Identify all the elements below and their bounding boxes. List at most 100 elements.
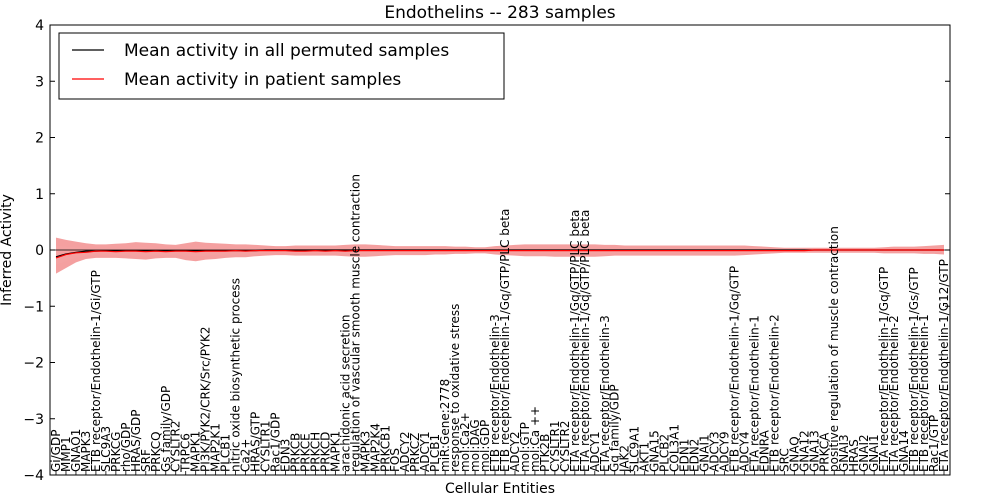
series-lines bbox=[55, 249, 944, 259]
x-tick-label: ADCY2 bbox=[398, 431, 412, 472]
x-tick-label: rho/GDP bbox=[119, 423, 133, 473]
y-tick-label: −3 bbox=[23, 412, 44, 428]
x-tick-label: Gs family/GDP bbox=[159, 386, 173, 472]
x-tick-label: ETA receptor/Endothelin-1/Gq/GTP/PLC bet… bbox=[578, 210, 592, 472]
x-tick-label: regulation of vascular smooth muscle con… bbox=[348, 174, 362, 472]
series-line-patient bbox=[55, 249, 944, 259]
x-tick-label: ETB receptor/Endothelin-1/Gs/GTP bbox=[907, 267, 921, 472]
x-tick-label: nitric oxide biosynthetic process bbox=[229, 278, 243, 472]
x-tick-label: mol:Ca ++ bbox=[528, 406, 542, 472]
x-tick-label: COL3A1 bbox=[668, 424, 682, 472]
x-tick-label: ETA receptor/Endothelin-1/Gq/GTP/PLC bet… bbox=[568, 210, 582, 472]
x-tick-label: arachidonic acid secretion bbox=[338, 315, 352, 472]
x-tick-label: ADCY1 bbox=[418, 431, 432, 472]
x-tick-label: positive regulation of muscle contractio… bbox=[827, 226, 841, 472]
x-tick-label: ETB receptor/Endothelin-2 bbox=[767, 314, 781, 472]
x-tick-label: Ca2+ bbox=[239, 439, 253, 472]
y-tick-label: 4 bbox=[35, 18, 44, 34]
x-tick-label: PRKCA bbox=[817, 432, 831, 472]
x-tick-label: CYSLTR1 bbox=[259, 421, 273, 472]
x-tick-label: ETA receptor/Endothelin-1 bbox=[747, 315, 761, 472]
x-tick-label: HRAS/GDP bbox=[129, 409, 143, 472]
x-tick-label: CYSLTR1 bbox=[548, 421, 562, 472]
x-tick-label: PLCB1 bbox=[428, 434, 442, 472]
x-tick-label: EDNRA bbox=[757, 429, 771, 472]
y-tick-label: 0 bbox=[35, 243, 44, 259]
x-tick-label: PTK2B bbox=[538, 434, 552, 472]
x-tick-label: MAPK1 bbox=[189, 431, 203, 472]
legend-box bbox=[58, 32, 505, 100]
x-tick-label: miR:Gene:2778 bbox=[438, 379, 452, 472]
x-tick-label: JAK2 bbox=[618, 445, 632, 473]
y-axis-label: Inferred Activity bbox=[0, 194, 15, 306]
y-tick-label: −1 bbox=[23, 299, 44, 315]
x-tick-label: ADCY2 bbox=[508, 431, 522, 472]
x-tick-label: MAP2K4 bbox=[368, 423, 382, 472]
x-tick-label: ETB receptor/Endothelin-1/Gq/GTP/PLC bet… bbox=[498, 209, 512, 472]
x-tick-label: mol:DAG bbox=[468, 419, 482, 472]
x-tick-label: response to oxidative stress bbox=[448, 304, 462, 472]
chart-title: Endothelins -- 283 samples bbox=[384, 3, 615, 23]
x-tick-label: mol:Ca2+ bbox=[458, 412, 472, 472]
legend: Mean activity in all permuted samples Me… bbox=[58, 32, 505, 100]
x-tick-label: Rac1/GTP bbox=[927, 415, 941, 472]
x-tick-label: PRKCZ bbox=[408, 433, 422, 472]
x-tick-label: SRF bbox=[139, 449, 153, 472]
x-tick-label: PRKCD bbox=[318, 432, 332, 472]
x-tick-label: MMP1 bbox=[59, 436, 73, 472]
x-tick-label: GNAI1 bbox=[867, 434, 881, 472]
x-tick-label: ETB receptor/Endothelin-1 bbox=[917, 314, 931, 472]
x-tick-label: EDN2 bbox=[688, 439, 702, 472]
x-tick-label: GNAI2 bbox=[857, 434, 871, 472]
x-tick-label: ETA receptor/Endothelin-1/Gq/GTP bbox=[877, 267, 891, 472]
y-axis-ticks: −4 −3 −2 −1 0 1 2 3 4 bbox=[23, 18, 950, 484]
x-tick-label: HRAS/GTP bbox=[249, 412, 263, 472]
y-tick-label: 1 bbox=[35, 187, 44, 203]
x-tick-label: PRKCB1 bbox=[378, 425, 392, 472]
x-tick-label: Gi/GDP bbox=[49, 430, 63, 472]
x-tick-label: ETA receptor/Endothelin-3 bbox=[598, 315, 612, 472]
x-tick-label: PI3K/PYK2/CRK/Src/PYK2 bbox=[199, 326, 213, 472]
x-tick-label: AKT1 bbox=[638, 442, 652, 472]
x-tick-label: ADCY1 bbox=[588, 431, 602, 472]
x-tick-label: GNA14 bbox=[897, 430, 911, 472]
x-tick-label: mol:GTP bbox=[518, 422, 532, 472]
legend-label-patient: Mean activity in patient samples bbox=[124, 70, 401, 90]
x-tick-label: ADCY9 bbox=[718, 431, 732, 472]
x-tick-label: SLC9A1 bbox=[628, 426, 642, 472]
x-tick-label: PRKCQ bbox=[149, 431, 163, 472]
x-tick-label: ETB receptor/Endothelin-3 bbox=[488, 314, 502, 472]
x-tick-label: ETB receptor/Endothelin-1/Gq/GTP bbox=[728, 266, 742, 472]
x-tick-label: ETA receptor/Endothelin-1/G12/GTP bbox=[937, 259, 951, 472]
x-tick-label: GNA13 bbox=[807, 430, 821, 472]
x-tick-label: SLC9A3 bbox=[99, 426, 113, 472]
legend-label-permuted: Mean activity in all permuted samples bbox=[124, 41, 449, 61]
x-tick-label: EDN3 bbox=[279, 439, 293, 472]
x-axis-label: Cellular Entities bbox=[445, 481, 555, 497]
x-tick-label: EDN1 bbox=[678, 439, 692, 472]
x-tick-label: ADCY3 bbox=[708, 431, 722, 472]
x-tick-label: MAPK3 bbox=[358, 431, 372, 472]
x-tick-label: GNAQ bbox=[787, 436, 801, 472]
x-tick-label: CYSLTR2 bbox=[169, 421, 183, 472]
x-tick-label: MAPK1 bbox=[328, 431, 342, 472]
x-tick-label: GNAI3 bbox=[837, 434, 851, 472]
x-tick-label: PLCB1 bbox=[219, 434, 233, 472]
y-tick-label: 2 bbox=[35, 131, 44, 147]
x-tick-label: ADCY4 bbox=[737, 431, 751, 472]
x-tick-label: ETB receptor/Endothelin-1/Gi/GTP bbox=[89, 270, 103, 472]
y-tick-label: −2 bbox=[23, 356, 44, 372]
x-tick-label: MAPK3 bbox=[79, 431, 93, 472]
y-tick-label: −4 bbox=[23, 468, 44, 484]
band-outer bbox=[56, 237, 944, 274]
x-tick-label: TRPC6 bbox=[179, 433, 193, 473]
x-tick-label: Gq family/GDP bbox=[608, 384, 622, 472]
x-tick-label: SRC bbox=[777, 448, 791, 472]
x-tick-label: GNA15 bbox=[648, 430, 662, 472]
x-tick-label: GNA12 bbox=[797, 430, 811, 472]
x-tick-label: PRKCG bbox=[109, 432, 123, 472]
x-tick-label: PRKCE bbox=[298, 433, 312, 472]
x-tick-label: Rac1/GDP bbox=[269, 413, 283, 472]
